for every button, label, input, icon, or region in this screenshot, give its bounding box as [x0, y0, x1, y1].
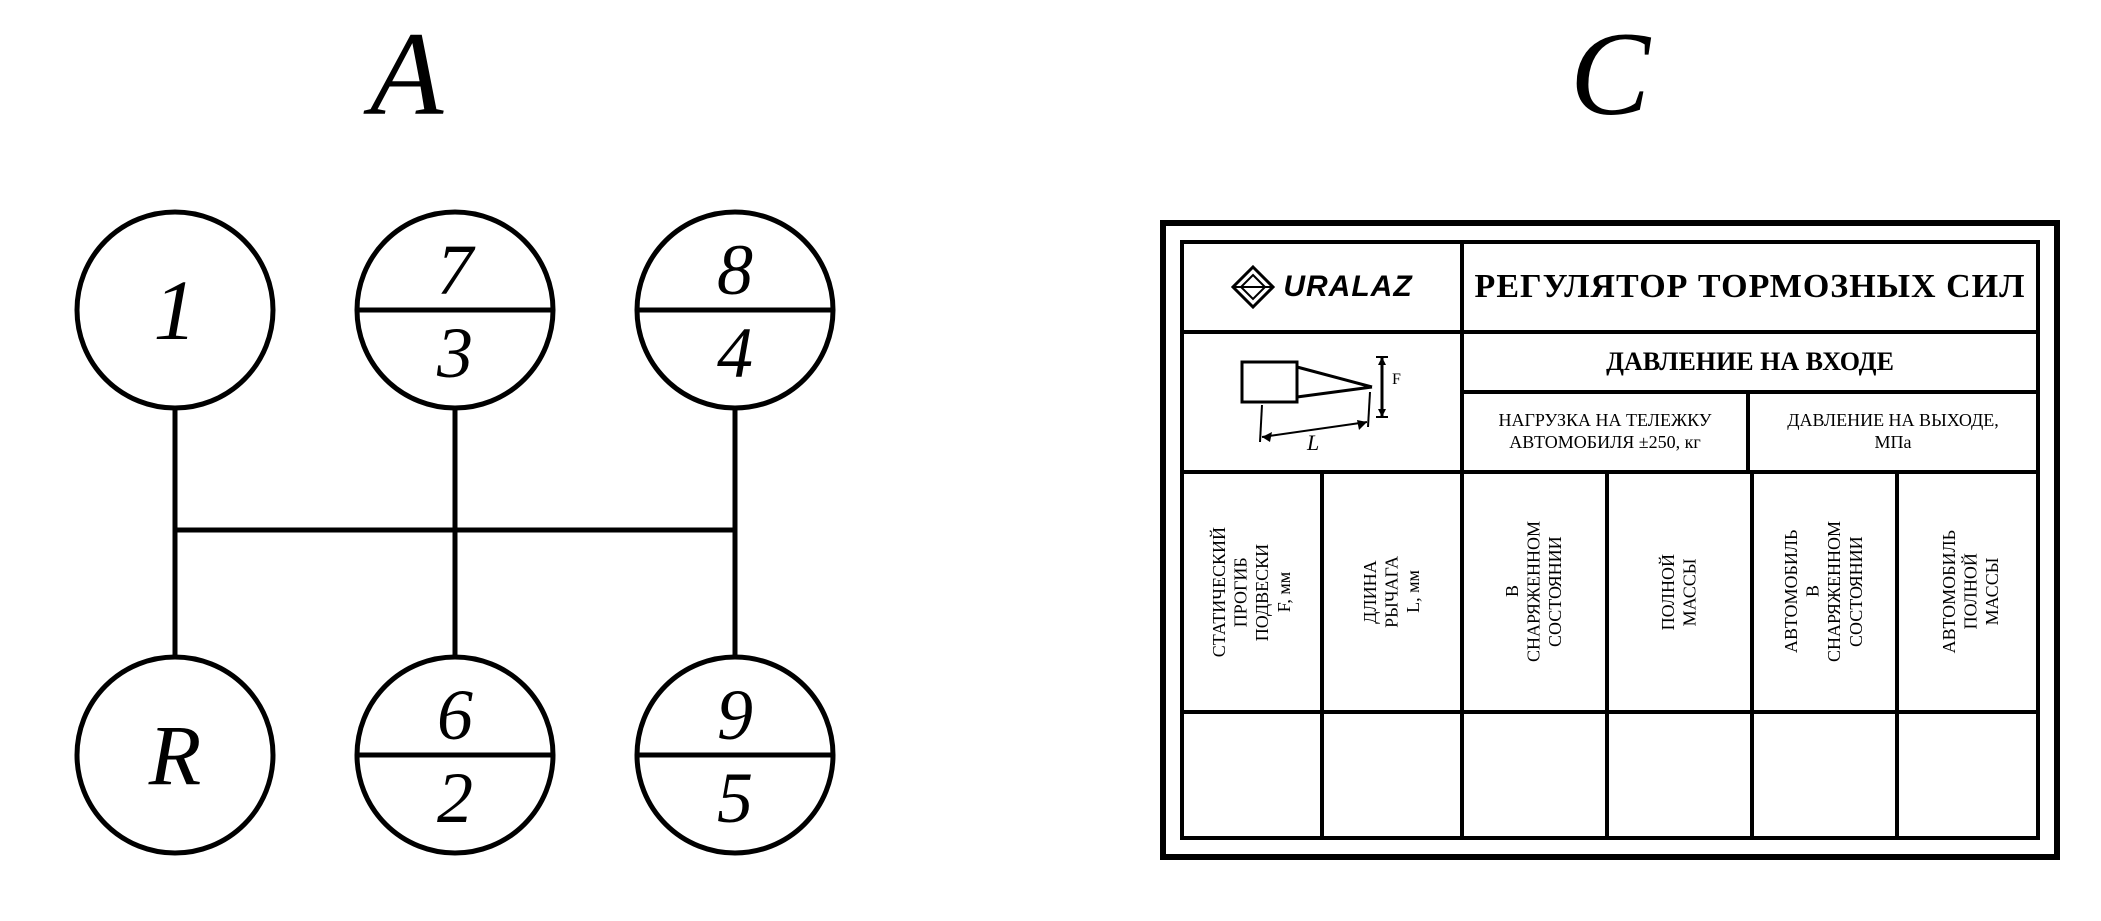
gear-circle-r: R: [77, 657, 273, 853]
subheader-row: НАГРУЗКА НА ТЕЛЕЖКУ АВТОМОБИЛЯ ±250, кг …: [1464, 394, 2036, 474]
col-header-3: ПОЛНОЙ МАССЫ: [1609, 474, 1754, 710]
col-header-4: АВТОМОБИЛЬ В СНАРЯЖЕННОМ СОСТОЯНИИ: [1754, 474, 1899, 710]
gear-circle-6-2: 6 2: [357, 657, 553, 853]
data-cell-2: [1464, 714, 1609, 836]
svg-text:6: 6: [437, 675, 473, 755]
subheader-load: НАГРУЗКА НА ТЕЛЕЖКУ АВТОМОБИЛЯ ±250, кг: [1464, 394, 1750, 470]
svg-text:5: 5: [717, 758, 753, 838]
gearshift-diagram: 1 R 7 3 6 2 8 4: [60, 195, 850, 895]
gear-circle-7-3: 7 3: [357, 212, 553, 408]
data-cell-3: [1609, 714, 1754, 836]
col-header-5: АВТОМОБИЛЬ ПОЛНОЙ МАССЫ: [1899, 474, 2044, 710]
panel-label-a: A: [370, 5, 443, 143]
svg-text:9: 9: [717, 675, 753, 755]
regulator-plate: URALAZ РЕГУЛЯТОР ТОРМОЗНЫХ СИЛ F: [1160, 220, 2060, 860]
svg-text:F: F: [1392, 371, 1401, 388]
svg-text:1: 1: [154, 262, 197, 358]
svg-text:L: L: [1306, 430, 1319, 455]
col-header-1: ДЛИНА РЫЧАГА L, мм: [1324, 474, 1464, 710]
logo-cell: URALAZ: [1184, 244, 1464, 334]
svg-text:2: 2: [437, 758, 473, 838]
data-cell-0: [1184, 714, 1324, 836]
gear-circle-8-4: 8 4: [637, 212, 833, 408]
gear-circle-9-5: 9 5: [637, 657, 833, 853]
column-headers: СТАТИЧЕСКИЙ ПРОГИБ ПОДВЕСКИ F, мм ДЛИНА …: [1184, 474, 2036, 714]
svg-text:3: 3: [436, 313, 473, 393]
subheader-outpress: ДАВЛЕНИЕ НА ВЫХОДЕ, МПа: [1750, 394, 2036, 470]
uralaz-logo-icon: [1231, 265, 1275, 309]
pressure-header: ДАВЛЕНИЕ НА ВХОДЕ: [1464, 334, 2036, 394]
plate-title: РЕГУЛЯТОР ТОРМОЗНЫХ СИЛ: [1464, 244, 2036, 334]
gear-circle-1: 1: [77, 212, 273, 408]
svg-text:R: R: [148, 707, 202, 803]
data-cell-5: [1899, 714, 2044, 836]
svg-text:8: 8: [717, 230, 753, 310]
svg-text:4: 4: [717, 313, 753, 393]
svg-text:7: 7: [437, 230, 476, 310]
data-cell-1: [1324, 714, 1464, 836]
col-header-0: СТАТИЧЕСКИЙ ПРОГИБ ПОДВЕСКИ F, мм: [1184, 474, 1324, 710]
logo-text: URALAZ: [1283, 270, 1412, 304]
regulator-diagram-cell: F L: [1184, 334, 1464, 474]
regulator-mini-diagram: F L: [1232, 342, 1412, 462]
col-header-2: В СНАРЯЖЕННОМ СОСТОЯНИИ: [1464, 474, 1609, 710]
panel-label-c: C: [1570, 5, 1650, 143]
data-cell-4: [1754, 714, 1899, 836]
data-row: [1184, 714, 2036, 836]
